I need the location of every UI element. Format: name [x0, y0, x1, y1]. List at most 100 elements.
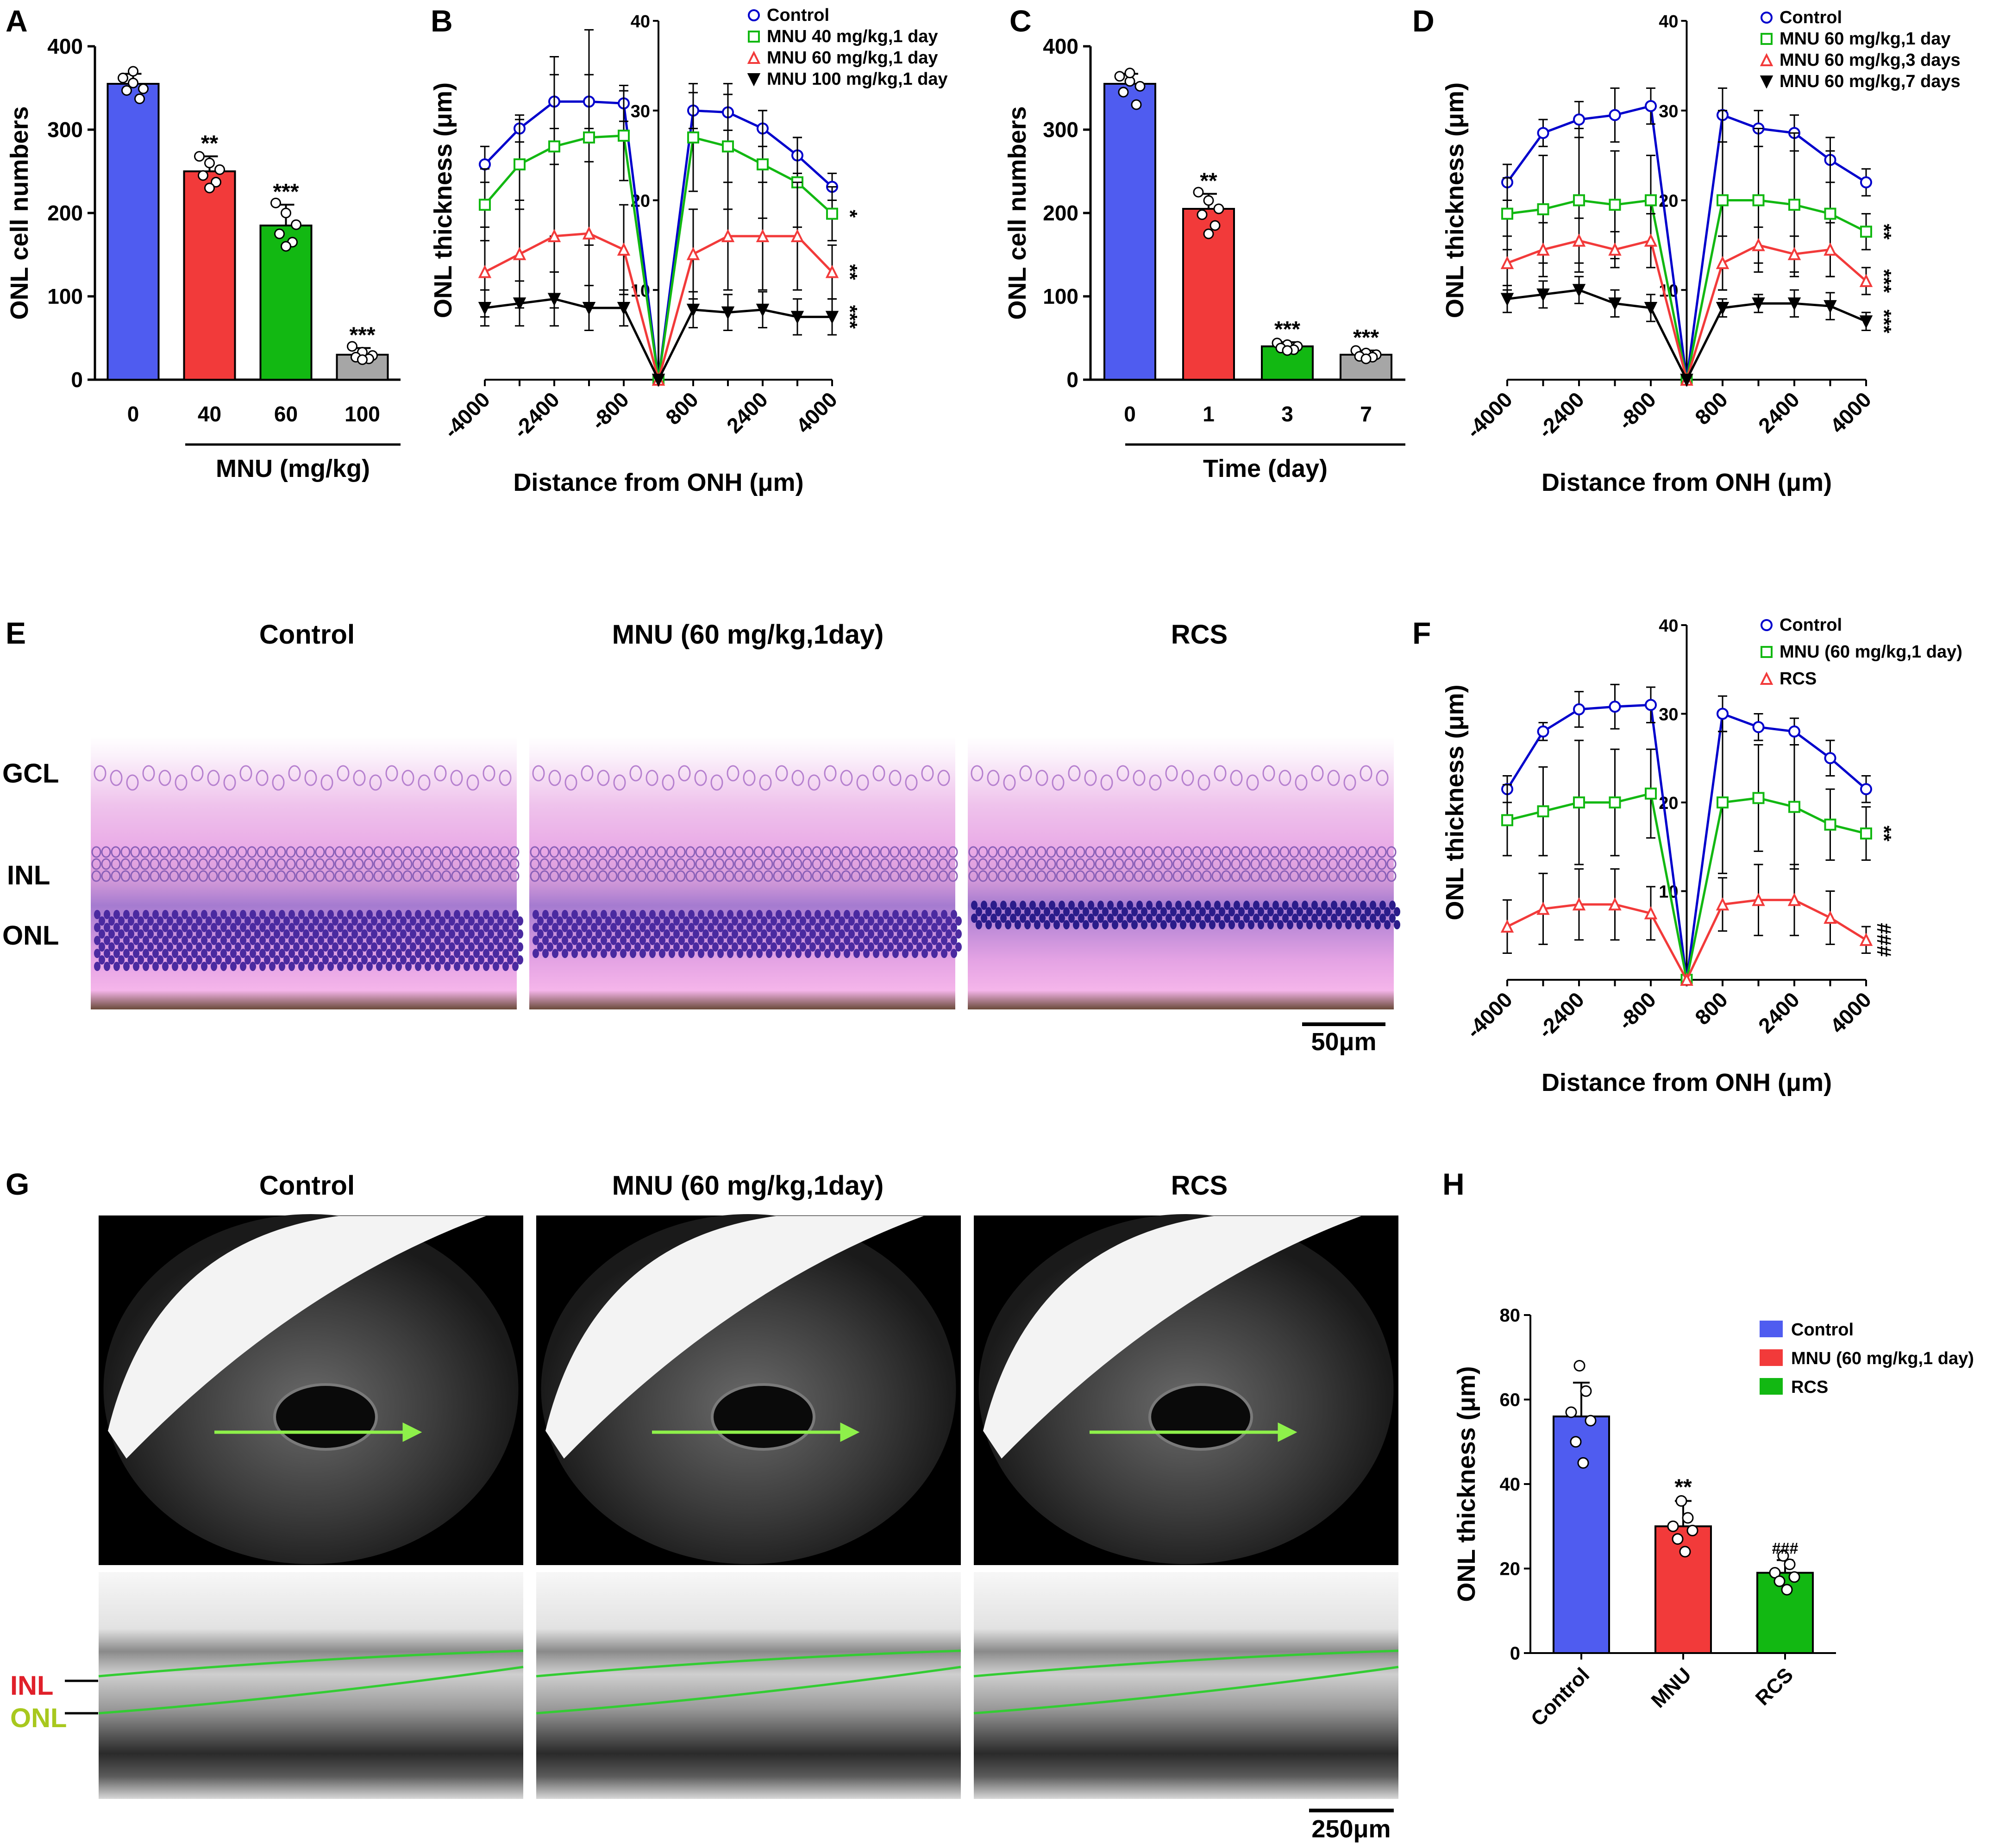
photoreceptor-nucleus	[1039, 901, 1046, 910]
photoreceptor-nucleus	[473, 949, 480, 958]
photoreceptor-nucleus	[254, 955, 261, 965]
data-point	[1788, 801, 1800, 813]
photoreceptor-nucleus	[1258, 907, 1264, 916]
photoreceptor-nucleus	[259, 962, 266, 971]
x-axis-title: Time (day)	[1203, 455, 1328, 482]
photoreceptor-nucleus	[458, 942, 465, 952]
photoreceptor-nucleus	[883, 910, 889, 919]
data-point	[1609, 199, 1621, 211]
inner-nuclear-cell	[802, 846, 812, 858]
photoreceptor-nucleus	[128, 942, 134, 952]
photoreceptor-nucleus	[1010, 901, 1016, 910]
photoreceptor-nucleus	[586, 929, 592, 939]
inner-nuclear-cell	[1046, 858, 1056, 870]
legend-marker	[747, 50, 761, 64]
photoreceptor-nucleus	[318, 962, 324, 971]
photoreceptor-nucleus	[128, 955, 134, 965]
data-point	[617, 242, 631, 256]
photoreceptor-nucleus	[605, 942, 612, 952]
legend-marker	[1760, 75, 1773, 89]
ganglion-cell	[743, 770, 756, 786]
inner-nuclear-cell	[305, 870, 315, 882]
photoreceptor-nucleus	[1112, 907, 1118, 916]
photoreceptor-nucleus	[547, 916, 553, 926]
inner-nuclear-cell	[997, 858, 1008, 870]
photoreceptor-nucleus	[1311, 901, 1318, 910]
photoreceptor-nucleus	[293, 916, 300, 926]
photoreceptor-nucleus	[916, 942, 923, 952]
photoreceptor-nucleus	[449, 916, 455, 926]
inner-nuclear-cell	[724, 846, 734, 858]
inner-nuclear-cell	[851, 858, 861, 870]
inner-nuclear-cell	[1270, 858, 1280, 870]
data-point	[1537, 127, 1549, 139]
photoreceptor-nucleus	[269, 962, 276, 971]
he-layer-inl: INL	[7, 860, 50, 890]
photoreceptor-nucleus	[863, 936, 870, 945]
photoreceptor-nucleus	[727, 910, 733, 919]
photoreceptor-nucleus	[483, 962, 489, 971]
inner-nuclear-cell	[1095, 858, 1105, 870]
inner-nuclear-cell	[588, 858, 598, 870]
y-tick-label: 30	[1659, 102, 1678, 121]
inner-nuclear-cell	[1172, 870, 1183, 882]
photoreceptor-nucleus	[1248, 907, 1254, 916]
inner-nuclear-cell	[1202, 846, 1212, 858]
he-images	[91, 736, 1400, 1009]
photoreceptor-nucleus	[288, 910, 295, 919]
photoreceptor-nucleus	[366, 923, 373, 932]
photoreceptor-nucleus	[108, 942, 115, 952]
photoreceptor-nucleus	[167, 916, 173, 926]
photoreceptor-nucleus	[912, 936, 918, 945]
photoreceptor-nucleus	[1321, 901, 1328, 910]
inner-nuclear-cell	[1357, 870, 1367, 882]
inner-nuclear-cell	[919, 870, 929, 882]
inner-nuclear-cell	[218, 846, 228, 858]
photoreceptor-nucleus	[547, 929, 553, 939]
inner-nuclear-cell	[1153, 858, 1163, 870]
data-point	[1644, 233, 1658, 247]
inner-nuclear-cell	[1270, 870, 1280, 882]
data-point	[1777, 1550, 1789, 1562]
data-point	[582, 226, 596, 240]
photoreceptor-nucleus	[1360, 914, 1366, 923]
photoreceptor-nucleus	[157, 955, 163, 965]
photoreceptor-nucleus	[1020, 901, 1026, 910]
inner-nuclear-cell	[656, 846, 666, 858]
photoreceptor-nucleus	[771, 929, 777, 939]
photoreceptor-nucleus	[386, 923, 392, 932]
photoreceptor-nucleus	[439, 929, 445, 939]
photoreceptor-nucleus	[698, 923, 704, 932]
inner-nuclear-cell	[1085, 858, 1095, 870]
photoreceptor-nucleus	[1302, 901, 1308, 910]
inner-nuclear-cell	[295, 846, 306, 858]
x-tick-label: 7	[1360, 402, 1372, 426]
inner-nuclear-cell	[363, 846, 374, 858]
inner-nuclear-cell	[627, 858, 637, 870]
inner-nuclear-cell	[344, 870, 354, 882]
photoreceptor-nucleus	[897, 916, 903, 926]
photoreceptor-nucleus	[395, 949, 402, 958]
photoreceptor-nucleus	[625, 916, 631, 926]
oct-title-mnu: MNU (60 mg/kg,1day)	[612, 1171, 884, 1201]
photoreceptor-nucleus	[259, 923, 266, 932]
photoreceptor-nucleus	[771, 916, 777, 926]
data-point	[722, 140, 734, 153]
photoreceptor-nucleus	[1394, 907, 1400, 916]
photoreceptor-nucleus	[444, 949, 451, 958]
data-point	[618, 130, 630, 142]
ganglion-cell	[1262, 765, 1275, 782]
photoreceptor-nucleus	[215, 955, 222, 965]
photoreceptor-nucleus	[634, 942, 641, 952]
ganglion-cell	[564, 774, 577, 791]
inner-nuclear-cell	[1192, 870, 1202, 882]
photoreceptor-nucleus	[138, 955, 144, 965]
photoreceptor-nucleus	[332, 955, 338, 965]
photoreceptor-nucleus	[1282, 914, 1289, 923]
photoreceptor-nucleus	[649, 936, 656, 945]
photoreceptor-nucleus	[381, 916, 387, 926]
photoreceptor-nucleus	[868, 942, 874, 952]
inner-nuclear-cell	[968, 870, 978, 882]
